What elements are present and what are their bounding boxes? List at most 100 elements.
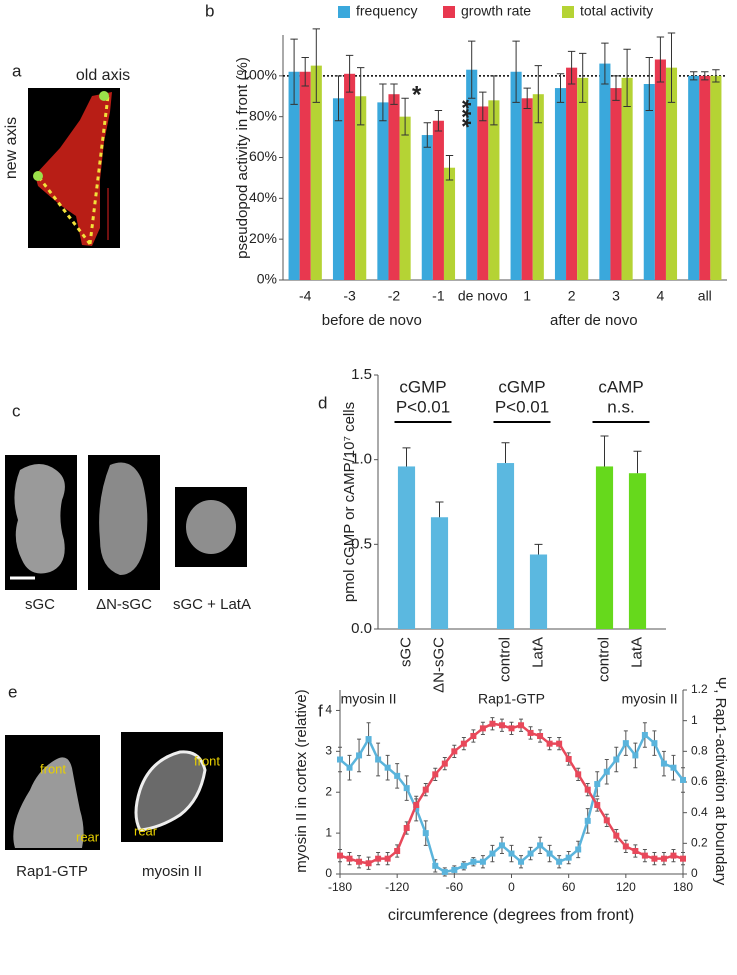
bar [421, 135, 433, 280]
y-tick-label: 0.0 [351, 620, 372, 637]
error-bar [645, 56, 653, 112]
error-bar [479, 91, 487, 122]
point [594, 781, 601, 788]
point [575, 771, 582, 778]
bar [299, 71, 311, 280]
error-bar [612, 75, 620, 101]
bar [577, 77, 589, 280]
significance-mark: *** [449, 99, 476, 128]
error-bar [600, 435, 609, 467]
error-bar [567, 50, 576, 85]
error-bar [312, 28, 320, 103]
x-tick-label: sGC [397, 637, 414, 667]
x-tick-label: de novo [458, 288, 508, 304]
error-bar [357, 67, 365, 126]
error-bar [334, 75, 343, 122]
error-bar [523, 87, 531, 109]
point [365, 736, 372, 743]
error-bar [290, 38, 298, 105]
y-tick-label: 1 [325, 825, 332, 839]
bar [566, 67, 578, 281]
bracket-label: P<0.01 [495, 397, 549, 416]
error-bar [402, 447, 411, 467]
x-tick-label: 0 [508, 880, 515, 894]
legend-label: growth rate [461, 3, 531, 19]
error-bar [512, 40, 520, 103]
x-tick-label: all [698, 288, 712, 304]
image-label: Rap1-GTP [16, 863, 88, 880]
x-tick-label: -60 [446, 880, 464, 894]
x-tick-label: 1 [523, 288, 531, 304]
y2-axis-label: Ψ, Rap1-activation at boundary [712, 677, 729, 886]
error-bar [490, 75, 498, 126]
point [565, 756, 572, 762]
x-tick-label: ΔN-sGC [430, 637, 447, 693]
error-bar [401, 97, 409, 136]
y-tick-label: 0 [325, 866, 332, 880]
x-tick-label: -180 [328, 880, 352, 894]
point [670, 764, 677, 771]
x-tick-label: -1 [432, 288, 445, 304]
y2-tick-label: 0.2 [691, 836, 708, 850]
x-tick-label: 180 [673, 880, 693, 894]
y-tick-label: 0.5 [351, 535, 372, 552]
y-tick-label: 2 [325, 784, 332, 798]
bar [388, 94, 400, 280]
point [508, 725, 515, 732]
legend-swatch [562, 6, 574, 18]
point [422, 830, 429, 837]
legend-label: total activity [580, 3, 653, 19]
y2-tick-label: 0 [691, 866, 698, 880]
error-bar [423, 122, 431, 148]
y-tick-label: 1.0 [351, 451, 372, 468]
image-label: front [40, 761, 66, 776]
point [584, 786, 591, 793]
point [660, 760, 667, 767]
point [565, 854, 572, 861]
image-label: ΔN-sGC [96, 596, 152, 613]
image-label: myosin II [142, 863, 202, 880]
point [660, 855, 667, 862]
point [337, 756, 343, 763]
y2-tick-label: 1.2 [691, 682, 708, 696]
point [441, 868, 448, 875]
point [518, 858, 525, 865]
y-tick-label: 40% [249, 189, 277, 205]
bracket-label: P<0.01 [396, 397, 450, 416]
point [394, 772, 401, 779]
y-tick-label: 60% [249, 148, 277, 164]
error-bar [712, 69, 720, 83]
bar [521, 98, 533, 281]
bracket-label: cGMP [498, 377, 545, 396]
y-tick-label: 80% [249, 107, 277, 123]
point [384, 764, 391, 771]
y2-tick-label: 1 [691, 713, 698, 727]
bar [510, 71, 522, 280]
annotation: myosin II [341, 691, 397, 707]
point [403, 825, 410, 831]
point [460, 740, 467, 747]
point [651, 740, 658, 747]
y2-tick-label: 0.8 [691, 744, 708, 758]
error-bar [501, 442, 510, 464]
point [394, 848, 401, 854]
point [603, 817, 610, 824]
x-tick-label: 2 [568, 288, 576, 304]
point [651, 855, 658, 862]
x-tick-label: 120 [616, 880, 636, 894]
point [632, 848, 639, 854]
x-tick-label: control [595, 637, 612, 682]
bar [443, 167, 456, 280]
group-label: before de novo [322, 312, 422, 329]
y-tick-label: 20% [249, 230, 277, 246]
error-bar [301, 56, 309, 87]
bar [488, 100, 500, 280]
bracket-label: cAMP [598, 377, 643, 396]
legend-swatch [443, 6, 455, 18]
point [460, 862, 467, 869]
image-label: rear [76, 829, 100, 844]
error-bar [556, 73, 565, 103]
x-axis-label: circumference (degrees from front) [388, 907, 634, 924]
bar [595, 466, 614, 629]
point [641, 731, 648, 738]
